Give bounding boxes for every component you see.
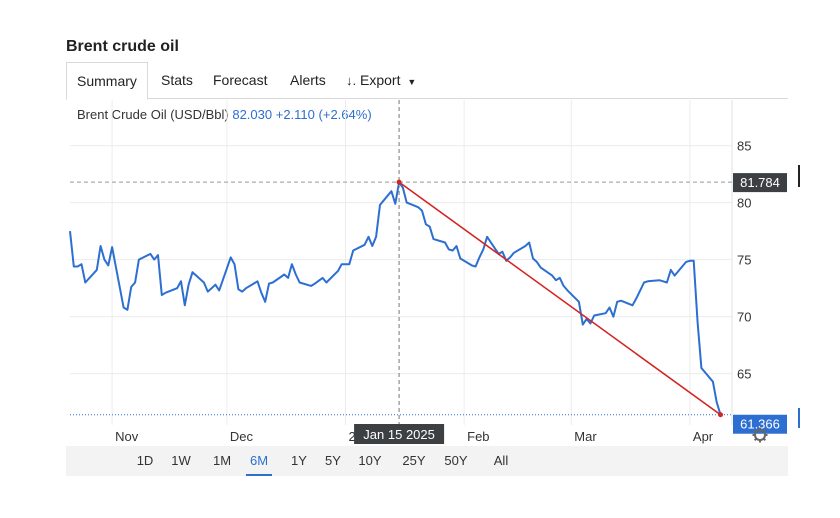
x-tick-label: Feb [467,429,489,444]
range-button-1y[interactable]: 1Y [291,453,307,468]
crosshair-price-label-bg [733,173,787,193]
window-edge-mark [798,165,800,187]
range-button-10y[interactable]: 10Y [358,453,382,468]
tab-forecast[interactable]: Forecast [213,72,268,88]
last-price-label-bg [733,414,787,434]
crosshair-date-label: Jan 15 2025 [363,427,435,442]
y-tick-label: 80 [737,196,751,211]
tab-summary[interactable]: Summary [66,62,148,100]
price-change: +2.110 [275,107,315,122]
page-title: Brent crude oil [66,38,179,55]
y-tick-label: 65 [737,367,751,382]
last-price-label: 61.366 [740,417,780,432]
x-tick-label: Mar [574,429,597,444]
instrument-name: Brent Crude Oil (USD/Bbl) [77,107,229,122]
range-button-all[interactable]: All [493,453,509,468]
x-tick-label: Apr [693,429,714,444]
tab-bar: Summary Stats Forecast Alerts ↓︎. Export… [66,62,788,100]
window-edge-mark-blue [798,408,800,428]
x-tick-label: Dec [230,429,254,444]
range-button-1m[interactable]: 1M [212,453,232,468]
download-icon: ↓︎. [346,73,357,88]
trendline-handle-start[interactable] [396,179,402,185]
last-price: 82.030 [232,107,273,122]
range-selector: 1D 1W 1M 6M 1Y 5Y 10Y 25Y 50Y All [66,446,788,476]
y-tick-label: 70 [737,310,751,325]
range-button-1w[interactable]: 1W [171,453,191,468]
price-series-line [69,181,722,415]
chart-panel [66,30,788,478]
x-tick-label: Nov [115,429,139,444]
y-tick-label: 75 [737,253,751,268]
crosshair-date-label-bg [354,424,445,444]
tab-stats[interactable]: Stats [161,72,193,88]
range-button-25y[interactable]: 25Y [402,453,426,468]
gear-icon[interactable] [752,427,768,443]
chevron-down-icon: ▼ [407,77,417,87]
export-label: Export [360,72,401,88]
range-button-1d[interactable]: 1D [136,453,154,468]
tab-alerts[interactable]: Alerts [290,72,326,88]
trendline-handle-end[interactable] [718,412,724,418]
trendline[interactable] [398,181,721,416]
range-button-50y[interactable]: 50Y [444,453,468,468]
y-tick-label: 85 [737,139,751,154]
range-button-5y[interactable]: 5Y [325,453,341,468]
range-button-6m[interactable]: 6M [246,446,272,476]
crosshair-price-label: 81.784 [740,175,780,190]
export-button[interactable]: ↓︎. Export ▼ [336,62,426,98]
